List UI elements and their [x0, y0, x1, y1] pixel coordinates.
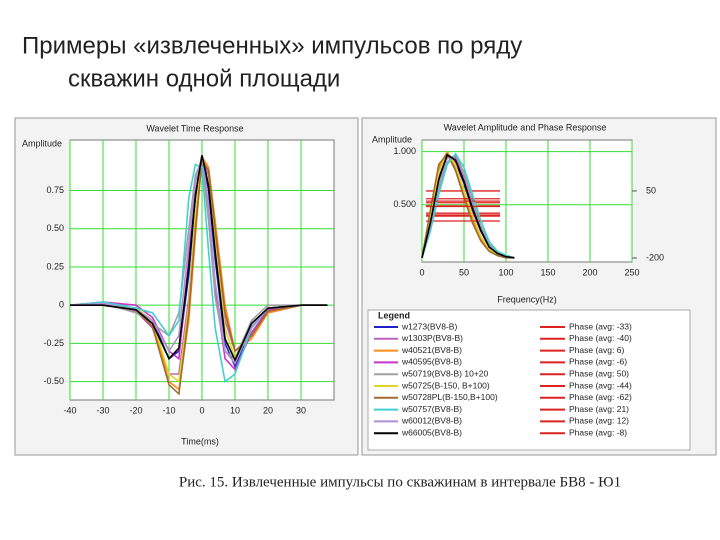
slide-title: скважин одной площади: [68, 65, 340, 92]
series-line: [421, 153, 515, 259]
series-line: [421, 150, 515, 259]
x-tick-label: -30: [96, 405, 109, 415]
legend-label: w66005(BV8-B): [401, 427, 462, 437]
chart-title: Wavelet Amplitude and Phase Response: [444, 122, 607, 132]
legend-label: w50757(BV8-B): [401, 404, 462, 414]
x-tick-label: 0: [199, 405, 204, 415]
x-tick-label: -20: [129, 405, 142, 415]
x-tick-label: 10: [230, 405, 240, 415]
x-tick-label: 250: [624, 267, 639, 277]
y-tick-label: 0.75: [46, 185, 64, 195]
y-tick-label: 1.000: [393, 146, 416, 156]
series-line: [421, 152, 515, 259]
x-axis-label: Time(ms): [181, 436, 219, 446]
x-tick-label: -10: [162, 405, 175, 415]
x-tick-label: 30: [296, 405, 306, 415]
legend-label: Phase (avg: 21): [569, 404, 629, 414]
legend-label: Phase (avg: -33): [569, 321, 632, 331]
x-tick-label: 150: [540, 267, 555, 277]
y2-tick-label: -200: [646, 252, 664, 262]
x-tick-label: 0: [419, 267, 424, 277]
series-line: [421, 152, 515, 259]
y-tick-label: -0.50: [43, 376, 64, 386]
x-axis-label: Frequency(Hz): [497, 294, 557, 304]
legend-label: w40595(BV8-B): [401, 357, 462, 367]
legend-label: w50728PL(B-150,B+100): [401, 392, 498, 402]
legend-label: Phase (avg: -62): [569, 392, 632, 402]
legend-title: Legend: [378, 310, 410, 320]
chart-title: Wavelet Time Response: [146, 123, 243, 133]
legend-label: w40521(BV8-B): [401, 345, 462, 355]
legend-label: w1303P(BV8-B): [401, 333, 463, 343]
y-tick-label: 0: [59, 300, 64, 310]
x-tick-label: 20: [263, 405, 273, 415]
legend-label: w1273(BV8-B): [401, 321, 457, 331]
legend-label: Phase (avg: 6): [569, 345, 624, 355]
legend-label: w50719(BV8-B) 10+20: [401, 368, 489, 378]
y-axis-label: Amplitude: [372, 134, 412, 144]
legend-label: Phase (avg: 12): [569, 416, 629, 426]
legend-label: Phase (avg: 50): [569, 368, 629, 378]
y-axis-label: Amplitude: [22, 138, 62, 148]
legend-label: Phase (avg: -40): [569, 333, 632, 343]
y-tick-label: 0.500: [393, 199, 416, 209]
y-tick-label: -0.25: [43, 338, 64, 348]
legend-label: w50725(B-150, B+100): [401, 380, 490, 390]
x-tick-label: 100: [498, 267, 513, 277]
x-tick-label: 50: [459, 267, 469, 277]
legend-label: Phase (avg: -44): [569, 380, 632, 390]
caption: Рис. 15. Извлеченные импульсы по скважин…: [179, 474, 621, 490]
slide-title: Примеры «извлеченных» импульсов по ряду: [22, 32, 522, 59]
y2-tick-label: 50: [646, 185, 656, 195]
x-tick-label: -40: [63, 405, 76, 415]
legend-box: [367, 309, 691, 451]
x-tick-label: 200: [582, 267, 597, 277]
y-tick-label: 0.50: [46, 223, 64, 233]
legend-label: w60012(BV8-B): [401, 416, 462, 426]
legend-label: Phase (avg: -8): [569, 427, 627, 437]
y-tick-label: 0.25: [46, 261, 64, 271]
series-line: [421, 153, 515, 259]
legend-label: Phase (avg: -6): [569, 357, 627, 367]
series-line: [70, 155, 328, 363]
